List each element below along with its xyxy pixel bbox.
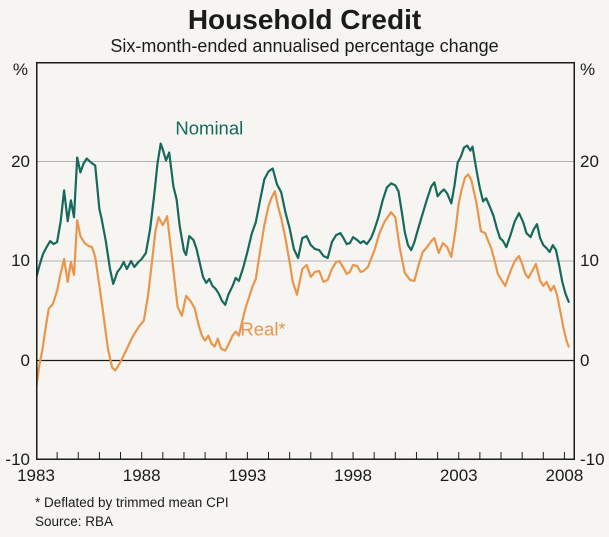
x-tick-label-2008: 2008 xyxy=(545,466,584,485)
y-tick-label-left--10: -10 xyxy=(5,450,30,469)
series-line-nominal xyxy=(36,142,570,306)
y-tick-label-right-10: 10 xyxy=(580,251,599,270)
x-tick-label-1988: 1988 xyxy=(122,466,161,485)
chart-title: Household Credit xyxy=(187,4,422,35)
y-tick-label-right-0: 0 xyxy=(580,350,590,370)
y-tick-label-left-10: 10 xyxy=(11,251,30,270)
x-tick-label-1983: 1983 xyxy=(17,466,55,485)
footnote-deflator: * Deflated by trimmed mean CPI xyxy=(35,495,229,510)
series-line-real xyxy=(36,173,570,392)
y-tick-label-left-0: 0 xyxy=(20,350,30,370)
x-tick-label-1993: 1993 xyxy=(228,466,267,485)
y-tick-label-left-20: 20 xyxy=(11,151,30,171)
y-axis-unit-right: % xyxy=(580,60,596,79)
series-label-real: Real* xyxy=(240,319,285,340)
chart-subtitle: Six-month-ended annualised percentage ch… xyxy=(110,36,499,56)
y-axis-unit-left: % xyxy=(12,60,28,79)
y-tick-label-right--10: -10 xyxy=(580,450,605,469)
plot-border xyxy=(36,62,575,460)
x-tick-label-1998: 1998 xyxy=(334,466,372,485)
y-tick-label-right-20: 20 xyxy=(580,151,599,171)
line-chart-plot-area: Nominal Real* xyxy=(36,62,575,460)
x-tick-label-2003: 2003 xyxy=(439,466,478,485)
footnote-source: Source: RBA xyxy=(35,514,114,529)
series-label-nominal: Nominal xyxy=(175,118,243,139)
